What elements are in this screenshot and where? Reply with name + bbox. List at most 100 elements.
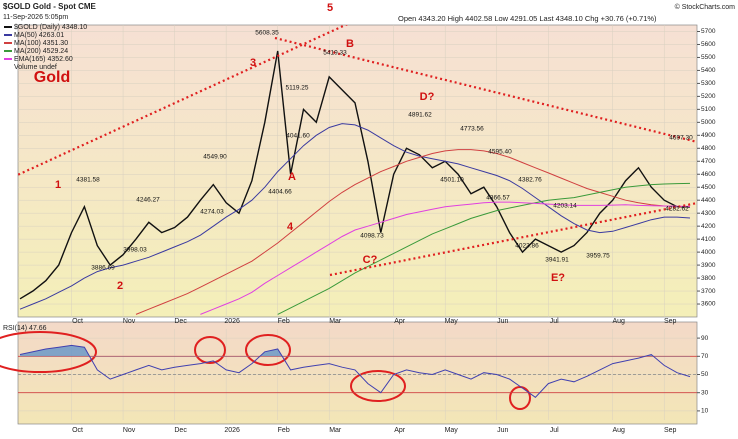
price-label: 4023.86 [515, 243, 539, 250]
x-tick-label: Sep [664, 318, 677, 325]
y-tick-label: 4800 [701, 145, 716, 152]
price-label: 3959.75 [586, 253, 610, 260]
price-label: 4098.73 [360, 233, 384, 240]
subtitle: 11-Sep-2026 5:05pm [3, 14, 68, 21]
x-tick-label: Apr [394, 318, 406, 325]
price-label: 4891.62 [408, 112, 432, 119]
x-tick-label: May [445, 427, 459, 434]
overbought-fill [20, 345, 690, 357]
annotation: 4 [287, 221, 294, 233]
x-tick-label: May [445, 318, 459, 325]
y-tick-label: 3900 [701, 262, 716, 269]
price-label: 5608.35 [255, 30, 279, 37]
price-label: 3886.69 [91, 265, 115, 272]
x-tick-label: Sep [664, 427, 677, 434]
price-label: 5119.25 [285, 85, 308, 92]
y-tick-label: 90 [701, 335, 709, 342]
y-tick-label: 4600 [701, 171, 716, 178]
y-tick-label: 3700 [701, 288, 716, 295]
annotation: D? [420, 91, 435, 103]
rsi-circles [0, 331, 531, 410]
header: Open 4343.20 High 4402.58 Low 4291.05 La… [398, 14, 657, 23]
y-tick-label: 4100 [701, 236, 716, 243]
price-label: 4404.66 [268, 189, 292, 196]
x-tick-label: Oct [72, 318, 83, 325]
price-label: 5419.33 [323, 50, 347, 57]
annotation: 2 [117, 280, 123, 292]
x-tick-label: Dec [174, 318, 187, 325]
legend-label: MA(200) 4529.24 [14, 48, 68, 55]
y-tick-label: 4700 [701, 158, 716, 165]
y-tick-label: 4900 [701, 132, 716, 139]
y-tick-label: 70 [701, 353, 709, 360]
annotation: 3 [250, 57, 256, 69]
y-tick-label: 5600 [701, 41, 716, 48]
series-line [200, 201, 691, 315]
price-label: 4697.30 [669, 135, 693, 142]
price-label: 3941.91 [545, 257, 569, 264]
price-label: 4549.90 [203, 154, 227, 161]
y-tick-label: 5200 [701, 93, 716, 100]
price-label: 4595.40 [488, 149, 512, 156]
x-tick-label: Jun [497, 427, 508, 434]
x-tick-label: 2026 [224, 318, 240, 325]
price-label: 4203.14 [553, 203, 577, 210]
trend-lines [18, 25, 697, 277]
y-tick-label: 4200 [701, 223, 716, 230]
x-tick-label: Mar [329, 427, 342, 434]
price-label: 4773.56 [460, 126, 484, 133]
legend-label: EMA(165) 4352.60 [14, 56, 73, 63]
annotation: C? [363, 254, 378, 266]
y-tick-label: 10 [701, 408, 709, 415]
legend-label: $GOLD (Daily) 4348.10 [14, 24, 87, 31]
annotation: E? [551, 272, 565, 284]
title: $GOLD Gold - Spot CME [3, 2, 97, 11]
price-label: 4246.27 [136, 197, 160, 204]
price-label: 4366.57 [486, 195, 510, 202]
price-label: 4382.76 [518, 177, 542, 184]
x-tick-label: Jul [550, 427, 559, 434]
x-tick-label: Aug [612, 318, 625, 325]
price-label: 4274.03 [200, 209, 224, 216]
annotation: Gold [34, 69, 70, 86]
y-tick-label: 5300 [701, 80, 716, 87]
x-tick-label: Apr [394, 427, 406, 434]
x-tick-label: Jun [497, 318, 508, 325]
y-tick-label: 3600 [701, 301, 716, 308]
annotation: A [288, 171, 296, 183]
y-tick-label: 4300 [701, 210, 716, 217]
price-panel [17, 24, 698, 318]
price-label: 4041.60 [286, 133, 310, 140]
x-tick-label: Aug [612, 427, 625, 434]
x-tick-label: 2026 [224, 427, 240, 434]
x-tick-label: Feb [278, 427, 290, 434]
rsi-title: RSI(14) 47.66 [3, 325, 47, 332]
price-label: 3998.03 [123, 247, 147, 254]
y-tick-label: 50 [701, 371, 709, 378]
x-tick-label: Oct [72, 427, 83, 434]
y-tick-label: 30 [701, 389, 709, 396]
series-line [19, 123, 691, 310]
annotation: B [346, 38, 354, 50]
annotation: 5 [327, 2, 333, 14]
price-label: 4381.58 [76, 177, 100, 184]
x-tick-label: Mar [329, 318, 342, 325]
price-label: 4501.10 [440, 177, 464, 184]
price-label: 4282.62 [665, 206, 689, 213]
legend-label: MA(50) 4263.01 [14, 32, 64, 39]
y-tick-label: 5000 [701, 119, 716, 126]
x-tick-label: Dec [174, 427, 187, 434]
series-line [19, 344, 691, 398]
y-tick-label: 4000 [701, 249, 716, 256]
y-tick-label: 3800 [701, 275, 716, 282]
legend-label: MA(100) 4351.30 [14, 40, 68, 47]
y-tick-label: 5700 [701, 28, 716, 35]
y-tick-label: 4400 [701, 197, 716, 204]
x-tick-label: Nov [123, 427, 136, 434]
series-line [19, 50, 691, 300]
y-tick-label: 4500 [701, 184, 716, 191]
y-tick-label: 5400 [701, 67, 716, 74]
x-tick-label: Jul [550, 318, 559, 325]
y-tick-label: 5500 [701, 54, 716, 61]
